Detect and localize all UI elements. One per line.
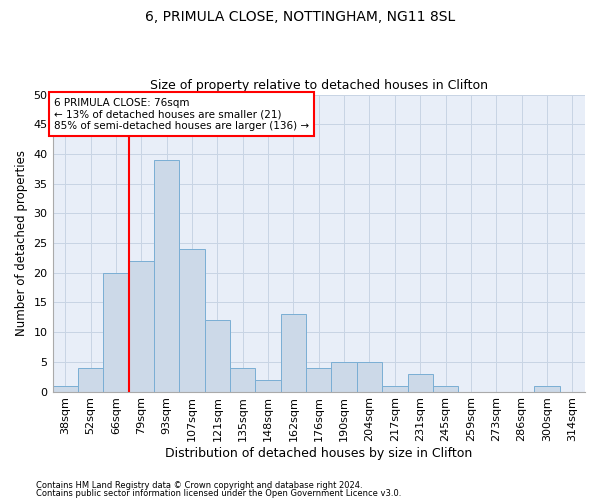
Bar [407,374,433,392]
Bar [357,362,382,392]
Bar [281,314,306,392]
Bar [433,386,458,392]
Bar [306,368,331,392]
Bar [128,261,154,392]
Bar [331,362,357,392]
X-axis label: Distribution of detached houses by size in Clifton: Distribution of detached houses by size … [165,447,472,460]
Bar [205,320,230,392]
Text: Contains HM Land Registry data © Crown copyright and database right 2024.: Contains HM Land Registry data © Crown c… [36,481,362,490]
Text: 6 PRIMULA CLOSE: 76sqm
← 13% of detached houses are smaller (21)
85% of semi-det: 6 PRIMULA CLOSE: 76sqm ← 13% of detached… [54,98,309,130]
Text: 6, PRIMULA CLOSE, NOTTINGHAM, NG11 8SL: 6, PRIMULA CLOSE, NOTTINGHAM, NG11 8SL [145,10,455,24]
Bar [382,386,407,392]
Bar [78,368,103,392]
Bar [53,386,78,392]
Bar [103,273,128,392]
Bar [154,160,179,392]
Bar [256,380,281,392]
Title: Size of property relative to detached houses in Clifton: Size of property relative to detached ho… [150,79,488,92]
Y-axis label: Number of detached properties: Number of detached properties [15,150,28,336]
Bar [179,249,205,392]
Bar [230,368,256,392]
Bar [534,386,560,392]
Text: Contains public sector information licensed under the Open Government Licence v3: Contains public sector information licen… [36,488,401,498]
